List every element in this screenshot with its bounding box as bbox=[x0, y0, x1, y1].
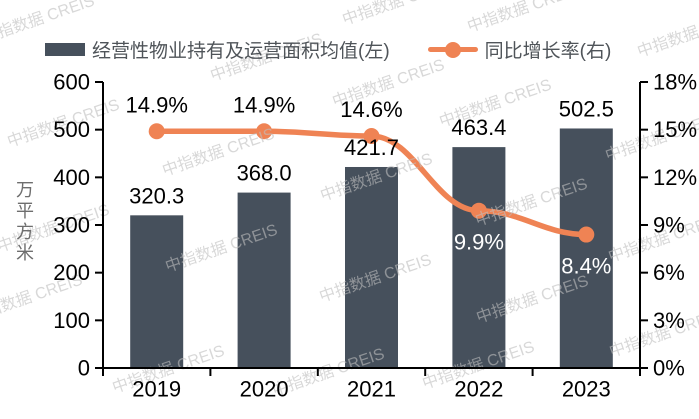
bar-2019 bbox=[130, 215, 184, 368]
bar-2021 bbox=[345, 166, 398, 368]
x-axis-label-2020: 2020 bbox=[240, 377, 289, 402]
bar-2022 bbox=[452, 147, 506, 368]
left-axis-tick-label: 100 bbox=[53, 308, 90, 333]
bar-value-label: 502.5 bbox=[559, 96, 614, 121]
bar-series-swatch bbox=[45, 43, 85, 56]
left-axis-tick-label: 300 bbox=[53, 213, 90, 238]
x-axis-label-2021: 2021 bbox=[347, 377, 396, 402]
legend-item-line-series[interactable]: 同比增长率(右) bbox=[427, 36, 612, 63]
bar-series-label: 经营性物业持有及运营面积均值(左) bbox=[92, 41, 390, 62]
watermark-text: 中指数据 CREIS bbox=[340, 0, 457, 29]
right-axis-tick-label: 3% bbox=[653, 308, 685, 333]
left-axis-title: 万平方米 bbox=[14, 180, 34, 264]
x-axis-label-2022: 2022 bbox=[454, 377, 503, 402]
left-axis-tick-label: 400 bbox=[53, 165, 90, 190]
bar-value-label: 421.7 bbox=[344, 135, 399, 160]
left-axis-tick-label: 0 bbox=[78, 356, 90, 381]
line-point-2022 bbox=[470, 202, 487, 219]
line-series-label: 同比增长率(右) bbox=[484, 41, 612, 62]
bar-2020 bbox=[237, 192, 291, 368]
growth-rate-label: 14.6% bbox=[340, 97, 402, 122]
legend-item-bar-series[interactable]: 经营性物业持有及运营面积均值(左) bbox=[45, 36, 390, 63]
left-axis-tick-label: 500 bbox=[53, 117, 90, 142]
x-axis-label-2019: 2019 bbox=[132, 377, 181, 402]
right-axis-tick-label: 12% bbox=[653, 165, 697, 190]
bar-value-label: 320.3 bbox=[129, 183, 184, 208]
bar-value-label: 463.4 bbox=[451, 115, 506, 140]
watermark-text: 中指数据 CREIS bbox=[635, 6, 699, 61]
growth-rate-label: 14.9% bbox=[126, 92, 188, 117]
left-axis-tick-label: 200 bbox=[53, 260, 90, 285]
line-point-2021 bbox=[363, 128, 380, 145]
growth-rate-label: 9.9% bbox=[454, 230, 504, 255]
right-axis-tick-label: 18% bbox=[653, 70, 697, 95]
bar-value-label: 368.0 bbox=[237, 161, 292, 186]
line-series-swatch bbox=[427, 41, 478, 58]
line-point-2019 bbox=[148, 123, 165, 140]
bar-2023 bbox=[559, 128, 613, 368]
line-marker-icon bbox=[444, 41, 461, 58]
watermark-text: 中指数据 CREIS bbox=[465, 0, 582, 36]
right-axis-tick-label: 9% bbox=[653, 213, 685, 238]
line-point-2023 bbox=[578, 226, 595, 243]
growth-rate-label: 8.4% bbox=[561, 254, 611, 279]
legend: 经营性物业持有及运营面积均值(左) 同比增长率(右) bbox=[45, 36, 611, 63]
right-axis-tick-label: 0% bbox=[653, 356, 685, 381]
right-axis-tick-label: 15% bbox=[653, 117, 697, 142]
x-axis-label-2023: 2023 bbox=[562, 377, 611, 402]
line-point-2020 bbox=[256, 123, 273, 140]
right-axis-tick-label: 6% bbox=[653, 260, 685, 285]
left-axis-tick-label: 600 bbox=[53, 70, 90, 95]
growth-rate-label: 14.9% bbox=[233, 92, 295, 117]
